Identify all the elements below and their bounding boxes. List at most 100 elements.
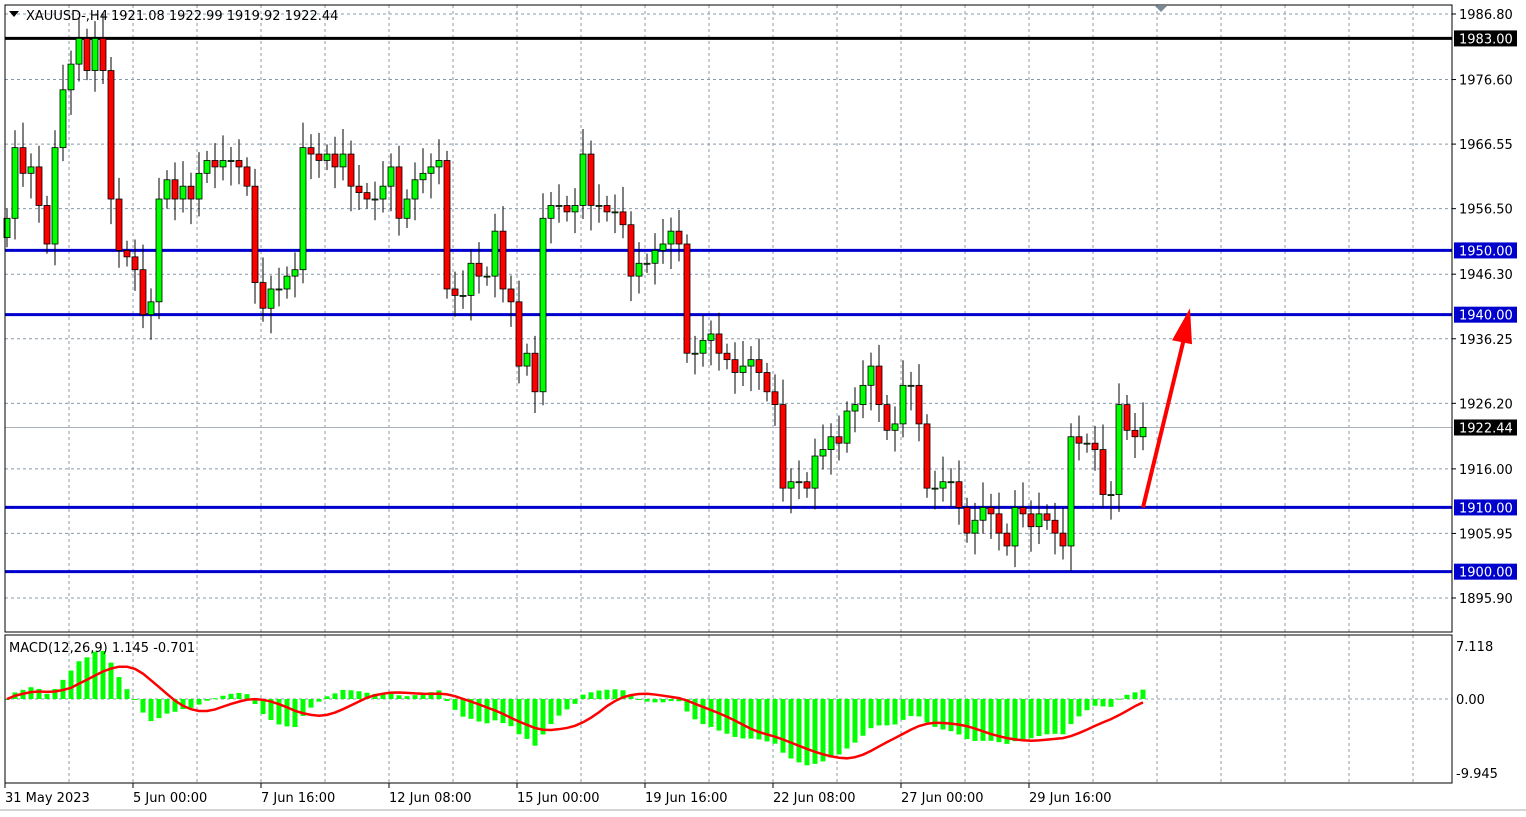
bull-candle — [947, 481, 955, 484]
shift-marker-icon[interactable] — [1155, 6, 1167, 12]
macd-histogram-bar — [324, 696, 330, 699]
macd-histogram-bar — [804, 699, 810, 766]
horizontal-levels[interactable] — [5, 36, 1452, 574]
macd-histogram-bar — [980, 699, 986, 741]
macd-histogram-bar — [988, 699, 994, 741]
macd-pane-frame — [4, 634, 1453, 784]
macd-histogram-bar — [1132, 692, 1138, 699]
bear-candle — [763, 372, 771, 393]
macd-histogram-bar — [1140, 689, 1146, 699]
bear-candle — [211, 160, 219, 168]
macd-histogram-bar — [1076, 699, 1082, 717]
bull-candle — [459, 295, 467, 297]
macd-histogram-bar — [644, 699, 650, 702]
bear-candle — [307, 147, 315, 155]
x-tick-label: 5 Jun 00:00 — [133, 791, 207, 806]
ohlc-readout: 1921.08 1922.99 1919.92 1922.44 — [111, 9, 338, 24]
bull-candle — [555, 205, 563, 207]
macd-histogram-bar — [1012, 699, 1018, 742]
bear-candle — [1131, 429, 1139, 438]
bear-candle — [259, 282, 267, 309]
macd-histogram-bar — [108, 662, 114, 699]
bull-candle — [219, 160, 227, 168]
macd-histogram-bar — [180, 699, 186, 710]
bull-candle — [155, 198, 163, 303]
bull-candle — [419, 172, 427, 181]
bear-candle — [507, 288, 515, 303]
macd-histogram-bar — [364, 692, 370, 699]
macd-histogram-bar — [228, 693, 234, 699]
macd-histogram-bar — [1004, 699, 1010, 744]
bear-candle — [955, 481, 963, 508]
bull-candle — [843, 410, 851, 444]
red-up-arrow[interactable] — [1141, 308, 1192, 508]
bear-candle — [587, 153, 595, 206]
bull-candle — [523, 352, 531, 367]
macd-histogram-bar — [252, 699, 258, 705]
macd-histogram-bar — [1108, 699, 1114, 707]
bear-candle — [995, 513, 1003, 534]
bear-candle — [123, 250, 131, 258]
macd-histogram-bar — [1044, 699, 1050, 735]
macd-histogram-bar — [652, 699, 658, 703]
macd-histogram-bar — [708, 699, 714, 727]
macd-histogram-bar — [428, 692, 434, 699]
bear-candle — [1027, 513, 1035, 528]
macd-histogram-bar — [468, 699, 474, 719]
dropdown-triangle-icon[interactable] — [9, 11, 19, 17]
bull-candle — [179, 185, 187, 200]
bull-candle — [707, 333, 715, 341]
macd-histogram-bar — [68, 670, 74, 699]
bear-candle — [627, 224, 635, 277]
level-tag — [1454, 306, 1517, 323]
macd-histogram-bar — [476, 699, 482, 722]
macd-histogram-bar — [300, 699, 306, 716]
macd-histogram-bar — [404, 696, 410, 699]
macd-tick-label: 0.00 — [1456, 693, 1485, 708]
bear-candle — [675, 230, 683, 245]
macd-histogram-bar — [276, 699, 282, 725]
bull-candle — [411, 179, 419, 200]
macd-histogram-bar — [188, 699, 194, 708]
bear-candle — [803, 481, 811, 489]
macd-histogram-bar — [380, 693, 386, 699]
bear-candle — [363, 192, 371, 200]
x-tick-label: 29 Jun 16:00 — [1029, 791, 1112, 806]
y-tick-label: 1905.95 — [1459, 527, 1513, 542]
macd-histogram-bar — [292, 699, 298, 728]
macd-histogram-bar — [964, 699, 970, 740]
level-tag — [1454, 242, 1517, 259]
bull-candle — [939, 481, 947, 489]
bear-candle — [1123, 404, 1131, 431]
bull-candle — [27, 166, 35, 174]
main-pane-frame — [4, 4, 1453, 633]
bull-candle — [579, 153, 587, 206]
bear-candle — [923, 423, 931, 489]
bull-candle — [747, 359, 755, 367]
bull-candle — [571, 205, 579, 213]
bull-candle — [827, 436, 835, 450]
macd-histogram-bar — [444, 699, 450, 701]
bear-candle — [251, 185, 259, 283]
macd-histogram-bar — [100, 650, 106, 699]
bull-candle — [859, 384, 867, 406]
bull-candle — [323, 153, 331, 161]
price-axis[interactable]: 1986.80 1976.60 1966.55 1956.50 1946.30 1936.… — [1452, 8, 1517, 782]
macd-histogram-bar — [388, 691, 394, 699]
candles — [3, 13, 1147, 572]
macd-histogram-bar — [700, 699, 706, 725]
bull-candle — [203, 160, 211, 174]
time-axis[interactable]: 31 May 2023 5 Jun 00:00 7 Jun 16:00 12 Jun … — [4, 783, 1112, 806]
macd-histogram-bar — [1116, 698, 1122, 700]
bear-candle — [1091, 442, 1099, 450]
macd-histogram-bar — [524, 699, 530, 739]
macd-histogram-bar — [484, 699, 490, 724]
bull-candle — [427, 166, 435, 174]
macd-histogram-bar — [916, 699, 922, 717]
bear-candle — [603, 205, 611, 213]
macd-histogram-bar — [716, 699, 722, 731]
bear-candle — [1099, 449, 1107, 495]
macd-histogram-bar — [556, 699, 562, 716]
macd-histogram-bar — [244, 694, 250, 699]
